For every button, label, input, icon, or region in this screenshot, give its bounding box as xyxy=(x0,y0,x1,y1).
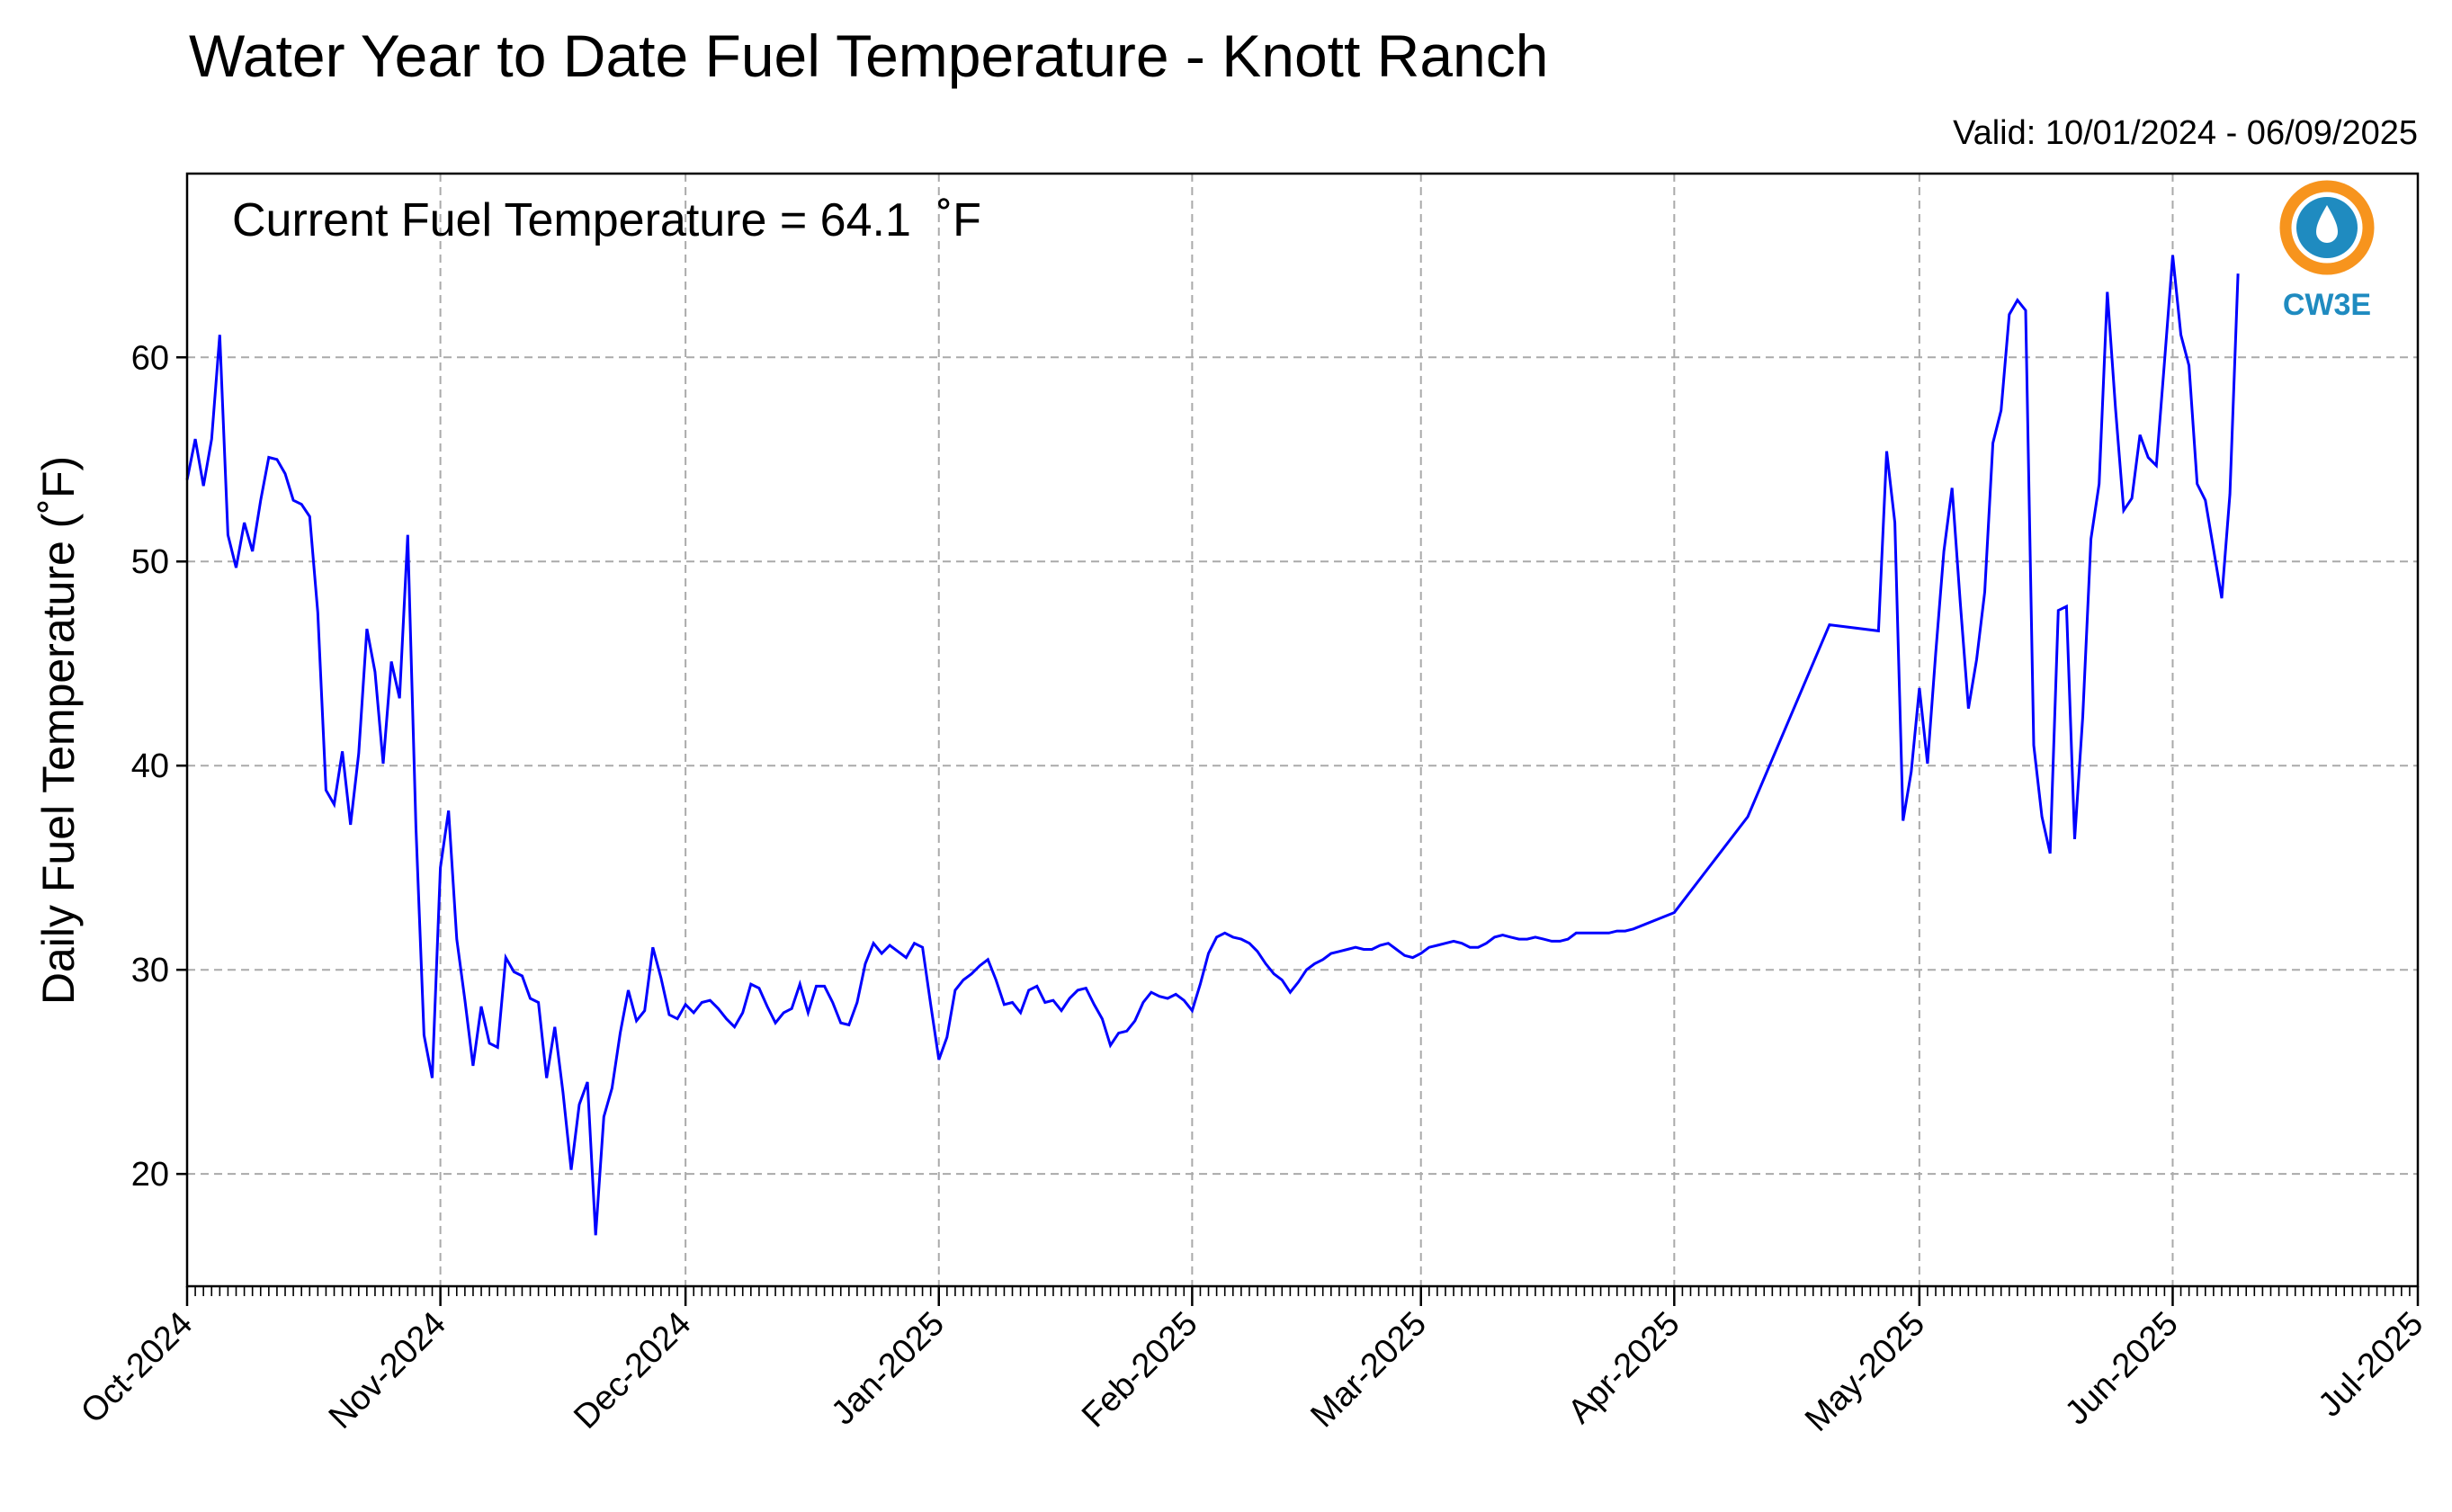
logo-ring-icon xyxy=(2279,180,2375,275)
fuel-temperature-line xyxy=(185,255,2240,1236)
y-axis-labels: 20 30 40 50 60 xyxy=(131,339,169,1194)
x-tick-label: Apr-2025 xyxy=(1561,1305,1687,1431)
x-tick-label: May-2025 xyxy=(1798,1305,1932,1439)
x-tick-label: Mar-2025 xyxy=(1303,1305,1434,1436)
x-tick-label: Jan-2025 xyxy=(824,1305,952,1433)
current-fuel-temperature-annotation: Current Fuel Temperature = 64.1 ˚F xyxy=(232,194,981,246)
x-tick-label: Oct-2024 xyxy=(74,1305,200,1431)
x-tick-label: Dec-2024 xyxy=(567,1305,698,1436)
y-tick-label: 40 xyxy=(131,747,169,785)
x-tick-label: Jun-2025 xyxy=(2058,1305,2186,1433)
series xyxy=(185,255,2240,1236)
y-tick-label: 20 xyxy=(131,1156,169,1194)
cw3e-logo: CW3E xyxy=(2279,180,2375,322)
x-tick-label: Jul-2025 xyxy=(2312,1305,2431,1425)
y-tick-label: 60 xyxy=(131,339,169,377)
x-tick-label: Feb-2025 xyxy=(1075,1305,1205,1436)
logo-text: CW3E xyxy=(2283,288,2371,322)
y-axis-title: Daily Fuel Temperature (˚F) xyxy=(33,456,84,1005)
axis-ticks xyxy=(176,356,2420,1306)
x-tick-label: Nov-2024 xyxy=(322,1305,453,1436)
grid xyxy=(187,174,2418,1286)
water-drop-icon xyxy=(2316,205,2338,243)
y-tick-label: 30 xyxy=(131,952,169,989)
valid-date-range: Valid: 10/01/2024 - 06/09/2025 xyxy=(1953,114,2418,152)
chart-title: Water Year to Date Fuel Temperature - Kn… xyxy=(189,22,1548,89)
plot-frame xyxy=(185,172,2420,1288)
y-tick-label: 50 xyxy=(131,543,169,581)
x-axis-labels: Oct-2024 Nov-2024 Dec-2024 Jan-2025 Feb-2025… xyxy=(74,1305,2430,1439)
